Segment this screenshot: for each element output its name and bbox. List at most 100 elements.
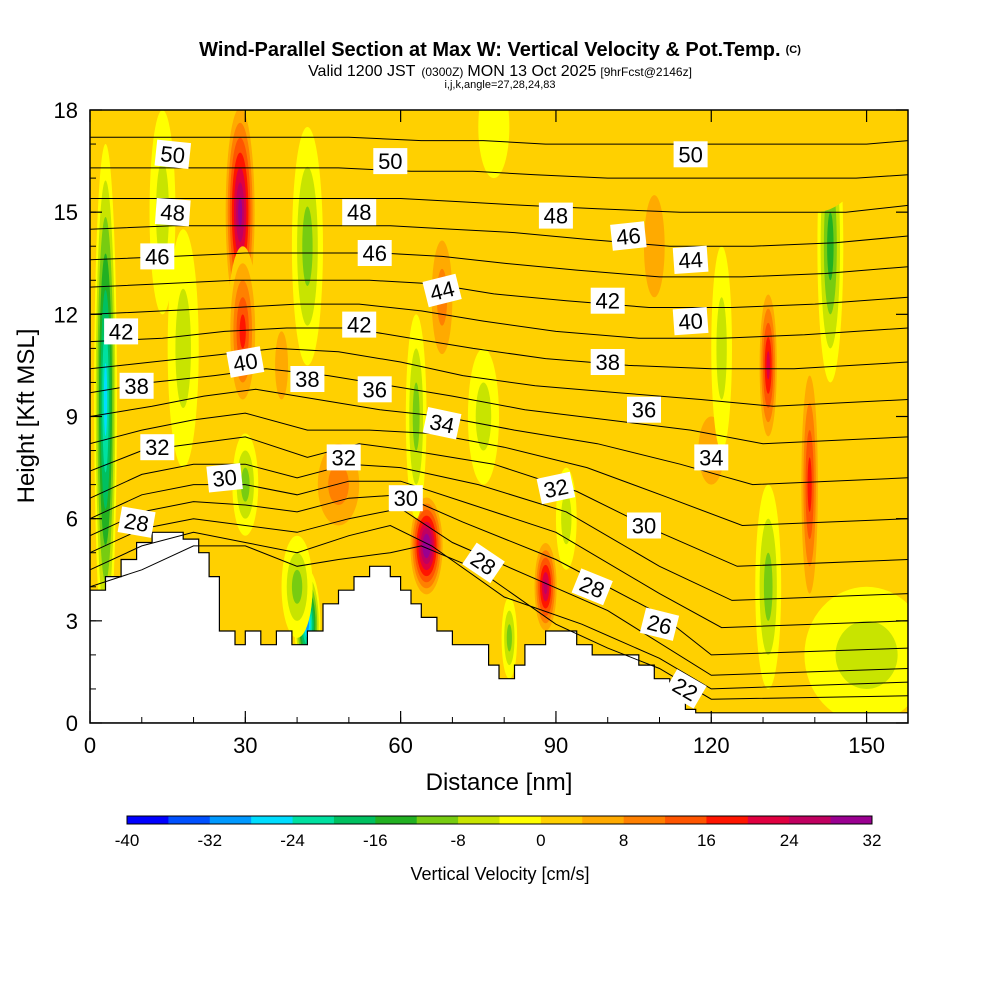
contour-label-text: 30 <box>211 465 238 492</box>
isentrope-line <box>90 463 908 601</box>
isentrope-line <box>90 412 908 527</box>
colorbar: -40 -32 -24 -16 -8 0 8 16 24 32 <box>115 815 881 850</box>
contour-label: 30 <box>627 512 661 539</box>
contour-label: 42 <box>342 311 377 338</box>
contour-label: 32 <box>140 434 175 461</box>
contour-label-text: 46 <box>615 223 642 250</box>
y-tick-label: 18 <box>54 98 78 123</box>
contour-label-text: 48 <box>347 200 371 225</box>
contour-label-text: 46 <box>145 244 169 269</box>
contour-label-box <box>462 542 505 584</box>
contour-label-box <box>639 607 680 641</box>
velocity-level <box>302 206 313 286</box>
contour-label: 38 <box>290 366 325 392</box>
isentrope-line <box>90 368 908 445</box>
colorbar-swatch <box>168 816 211 824</box>
contour-label: 38 <box>119 372 154 399</box>
contour-label-text: 28 <box>122 508 150 537</box>
colorbar-tick-label: -32 <box>197 831 222 850</box>
contour-label-box <box>357 240 392 266</box>
contour-label-text: 38 <box>124 374 148 399</box>
x-axis-label: Distance [nm] <box>426 769 573 796</box>
contour-label-text: 42 <box>347 313 371 338</box>
y-tick-label: 9 <box>66 405 78 430</box>
isentrope-line <box>90 252 908 278</box>
velocity-cell <box>408 491 445 601</box>
contour-label: 48 <box>154 198 191 227</box>
velocity-cell <box>268 297 295 434</box>
contour-label-box <box>673 141 708 168</box>
contour-label: 50 <box>373 148 408 175</box>
isentrope-line <box>90 507 908 676</box>
velocity-level <box>103 362 108 436</box>
contour-label-box <box>119 372 154 399</box>
contour-label-box <box>627 512 661 539</box>
colorbar-tick-label: 24 <box>780 831 799 850</box>
contour-label-box <box>664 669 707 709</box>
velocity-level <box>412 382 420 451</box>
x-axis: 0 30 60 90 120 150 <box>84 110 885 758</box>
contour-label: 40 <box>672 306 709 336</box>
contour-label: 38 <box>590 349 625 375</box>
contour-label: 46 <box>357 240 392 266</box>
contour-label-text: 42 <box>109 319 133 344</box>
contour-label: 46 <box>610 221 647 251</box>
contour-label-box <box>388 485 423 512</box>
velocity-level <box>328 464 349 506</box>
contour-label-text: 36 <box>632 398 656 423</box>
contour-label-text: 48 <box>160 199 186 226</box>
y-tick-label: 3 <box>66 609 78 634</box>
velocity-level <box>763 110 867 213</box>
isentrope-line <box>90 303 908 339</box>
contour-label-box <box>206 463 243 493</box>
isentrope-line <box>90 347 908 407</box>
contour-label-text: 32 <box>331 445 355 470</box>
contour-label-box <box>104 318 139 345</box>
isentrope-line <box>90 225 908 247</box>
colorbar-tick-label: 0 <box>536 831 545 850</box>
contour-label-text: 26 <box>644 610 674 640</box>
isentrope-line <box>90 167 908 179</box>
contour-label: 44 <box>672 245 709 274</box>
colorbar-tick-label: -40 <box>115 831 140 850</box>
title-copyright-mark: (C) <box>786 44 802 56</box>
velocity-level <box>478 110 510 179</box>
contour-label-box <box>694 444 729 471</box>
isentrope-line <box>90 388 908 486</box>
velocity-cell <box>804 586 908 723</box>
contour-label-box <box>342 311 377 338</box>
contour-label: 32 <box>326 444 361 471</box>
contour-label: 34 <box>694 444 729 471</box>
contour-label-box <box>342 199 377 226</box>
contour-label-box <box>326 444 361 471</box>
colorbar-swatch <box>251 816 294 824</box>
contour-label-box <box>154 139 192 170</box>
velocity-level <box>238 197 243 228</box>
colorbar-swatch <box>127 816 169 824</box>
colorbar-swatch <box>209 816 252 824</box>
velocity-level <box>716 297 727 400</box>
isentrope-line <box>90 436 908 567</box>
x-tick-label: 60 <box>388 733 412 758</box>
velocity-level <box>475 382 492 451</box>
contour-label-box <box>571 568 613 606</box>
isentrope-line <box>90 136 908 145</box>
velocity-level <box>175 288 191 408</box>
colorbar-tick-label: -24 <box>280 831 305 850</box>
velocity-cell <box>501 596 518 679</box>
terrain-mask <box>90 531 908 723</box>
contour-label-text: 30 <box>394 486 418 511</box>
contour-label-box <box>538 202 573 229</box>
contour-label-text: 42 <box>595 289 619 314</box>
contour-label-box <box>672 306 709 336</box>
colorbar-swatch <box>499 816 542 824</box>
velocity-cell <box>711 246 732 451</box>
contour-label: 40 <box>226 346 265 378</box>
colorbar-swatch <box>458 816 500 824</box>
colorbar-swatch <box>540 816 583 824</box>
contour-label-text: 46 <box>362 241 386 266</box>
x-tick-label: 150 <box>848 733 885 758</box>
y-tick-label: 12 <box>54 302 78 327</box>
contour-label-box <box>117 506 156 538</box>
